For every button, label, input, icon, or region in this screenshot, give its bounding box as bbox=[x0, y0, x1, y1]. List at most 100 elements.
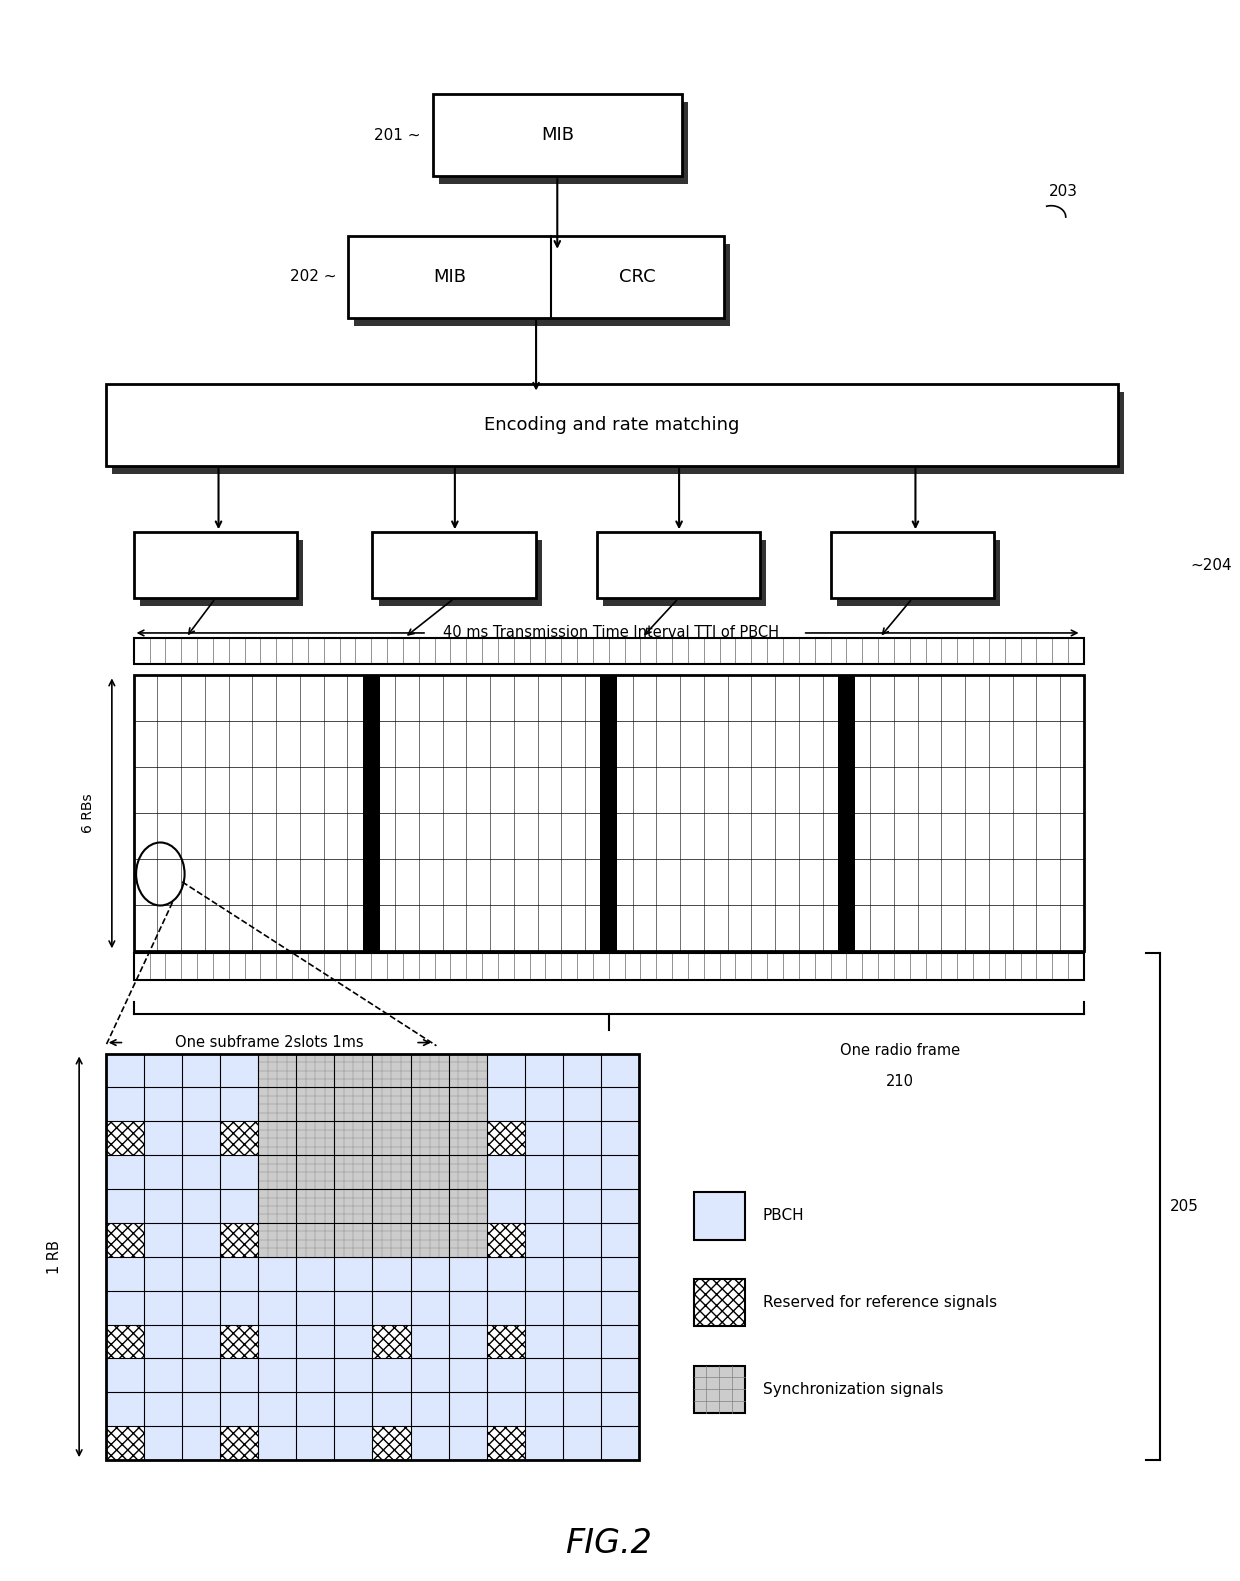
Bar bbox=[487, 1156, 525, 1189]
Bar bbox=[433, 95, 682, 175]
Bar bbox=[258, 1290, 296, 1325]
Bar bbox=[601, 1358, 639, 1393]
Bar bbox=[105, 1053, 144, 1088]
Bar bbox=[335, 1088, 372, 1121]
Bar bbox=[296, 1393, 335, 1426]
Bar bbox=[601, 1156, 639, 1189]
Bar bbox=[525, 1358, 563, 1393]
Bar bbox=[525, 1189, 563, 1224]
Bar bbox=[296, 1121, 335, 1156]
Bar bbox=[838, 675, 854, 952]
Bar bbox=[296, 1053, 335, 1088]
Bar bbox=[487, 1426, 525, 1461]
Bar bbox=[335, 1426, 372, 1461]
Bar bbox=[410, 1189, 449, 1224]
Bar bbox=[449, 1053, 487, 1088]
Bar bbox=[372, 1121, 410, 1156]
Bar bbox=[449, 1088, 487, 1121]
Bar bbox=[693, 1366, 744, 1413]
Text: One subframe 2slots 1ms: One subframe 2slots 1ms bbox=[176, 1036, 365, 1050]
Bar bbox=[372, 1358, 410, 1393]
Bar bbox=[219, 1189, 258, 1224]
Bar bbox=[144, 1224, 182, 1257]
Bar bbox=[335, 1325, 372, 1358]
Bar bbox=[487, 1393, 525, 1426]
Bar bbox=[449, 1156, 487, 1189]
Bar bbox=[144, 1156, 182, 1189]
Bar bbox=[525, 1156, 563, 1189]
Bar bbox=[134, 953, 1084, 980]
Text: PBCH: PBCH bbox=[763, 1208, 805, 1224]
Bar bbox=[144, 1189, 182, 1224]
Bar bbox=[182, 1121, 219, 1156]
Bar bbox=[134, 675, 1084, 952]
Text: Synchronization signals: Synchronization signals bbox=[763, 1382, 944, 1396]
Bar bbox=[258, 1358, 296, 1393]
Text: 1 RB: 1 RB bbox=[47, 1240, 62, 1274]
Bar bbox=[219, 1053, 258, 1088]
Bar bbox=[378, 541, 542, 606]
Bar bbox=[449, 1290, 487, 1325]
Text: Encoding and rate matching: Encoding and rate matching bbox=[484, 416, 739, 435]
Bar bbox=[105, 1358, 144, 1393]
Bar bbox=[105, 1393, 144, 1426]
Text: One radio frame: One radio frame bbox=[839, 1042, 960, 1058]
Bar bbox=[601, 1290, 639, 1325]
Bar bbox=[563, 1088, 601, 1121]
Bar bbox=[487, 1224, 525, 1257]
Bar bbox=[563, 1156, 601, 1189]
Bar bbox=[296, 1290, 335, 1325]
Bar bbox=[601, 1257, 639, 1290]
Bar bbox=[410, 1426, 449, 1461]
Bar bbox=[487, 1325, 525, 1358]
Bar bbox=[439, 103, 688, 183]
Bar bbox=[372, 1088, 410, 1121]
Bar bbox=[449, 1189, 487, 1224]
Bar bbox=[182, 1224, 219, 1257]
Bar bbox=[105, 1189, 144, 1224]
Bar bbox=[525, 1393, 563, 1426]
Bar bbox=[296, 1426, 335, 1461]
Bar bbox=[596, 533, 760, 598]
Bar bbox=[410, 1290, 449, 1325]
Bar bbox=[525, 1224, 563, 1257]
Bar bbox=[105, 1224, 144, 1257]
Bar bbox=[449, 1393, 487, 1426]
Bar bbox=[219, 1358, 258, 1393]
Bar bbox=[258, 1393, 296, 1426]
Bar bbox=[105, 1088, 144, 1121]
Bar bbox=[372, 1224, 410, 1257]
Bar bbox=[335, 1224, 372, 1257]
Bar bbox=[105, 1156, 144, 1189]
Text: ~204: ~204 bbox=[1190, 558, 1233, 572]
Bar bbox=[105, 384, 1117, 466]
Bar bbox=[219, 1325, 258, 1358]
Text: 6 RBs: 6 RBs bbox=[81, 794, 94, 833]
Text: 205: 205 bbox=[1171, 1198, 1199, 1214]
Bar bbox=[112, 392, 1123, 474]
Bar bbox=[296, 1257, 335, 1290]
Bar bbox=[144, 1358, 182, 1393]
Bar bbox=[449, 1224, 487, 1257]
Bar bbox=[601, 1393, 639, 1426]
Bar bbox=[487, 1257, 525, 1290]
Bar bbox=[449, 1426, 487, 1461]
Bar bbox=[831, 533, 994, 598]
Bar bbox=[603, 541, 766, 606]
Bar bbox=[258, 1426, 296, 1461]
Text: FIG.2: FIG.2 bbox=[565, 1527, 652, 1560]
Bar bbox=[372, 533, 536, 598]
Bar bbox=[449, 1121, 487, 1156]
Bar bbox=[335, 1257, 372, 1290]
Bar bbox=[563, 1121, 601, 1156]
Bar bbox=[372, 1290, 410, 1325]
Bar bbox=[296, 1325, 335, 1358]
Bar bbox=[182, 1325, 219, 1358]
Bar bbox=[219, 1224, 258, 1257]
Bar bbox=[601, 1426, 639, 1461]
Bar bbox=[335, 1156, 372, 1189]
Bar bbox=[525, 1325, 563, 1358]
Bar bbox=[372, 1156, 410, 1189]
Bar bbox=[296, 1088, 335, 1121]
Text: CRC: CRC bbox=[619, 267, 656, 286]
